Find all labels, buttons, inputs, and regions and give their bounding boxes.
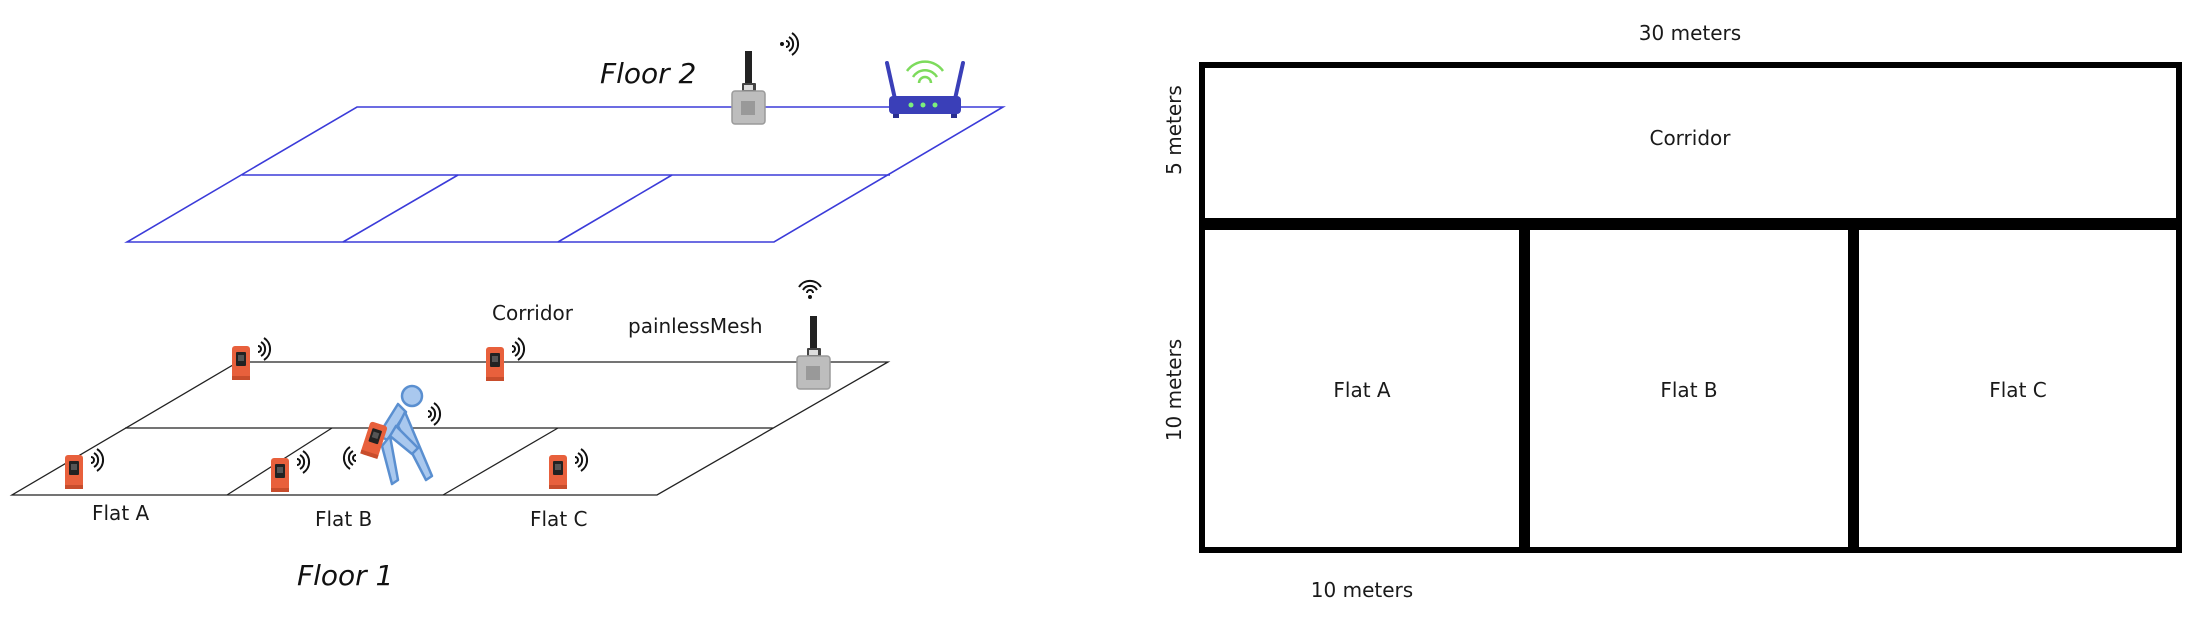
plan-room-flat-b: Flat B	[1660, 378, 1717, 402]
wireless-signal-icon	[257, 337, 272, 361]
floor-1-corridor-label: Corridor	[492, 301, 574, 325]
plan-room-corridor: Corridor	[1649, 126, 1731, 150]
gateway-node-icon	[731, 50, 766, 125]
floor-2-title: Floor 2	[600, 57, 696, 90]
wireless-signal-icon	[342, 446, 357, 470]
floor-2-outline	[124, 106, 1006, 243]
plan-flat-height-label: 10 meters	[1162, 339, 1186, 441]
sensor-node-icon	[232, 346, 250, 380]
wireless-signal-icon	[296, 450, 311, 474]
sensor-node-icon	[271, 458, 289, 492]
wifi-router-icon	[885, 60, 965, 118]
wireless-signal-icon	[90, 448, 105, 472]
floor-plan	[1199, 62, 2182, 553]
floor-1-flat-b-label: Flat B	[315, 507, 372, 531]
wireless-signal-icon	[798, 279, 822, 299]
wireless-signal-icon	[511, 337, 526, 361]
painless-mesh-label: painlessMesh	[628, 314, 763, 338]
sensor-node-icon	[549, 455, 567, 489]
floor-1-title: Floor 1	[297, 559, 393, 592]
plan-flat-width-label: 10 meters	[1311, 578, 1413, 602]
floor-1-flat-c-label: Flat C	[530, 507, 587, 531]
sensor-node-icon	[65, 455, 83, 489]
gateway-node-icon	[796, 315, 831, 390]
floor-1-flat-a-label: Flat A	[92, 501, 150, 525]
plan-room-flat-c: Flat C	[1989, 378, 2046, 402]
sensor-node-icon	[486, 347, 504, 381]
wireless-signal-icon	[574, 448, 589, 472]
floor-1-outline	[9, 361, 891, 496]
wireless-signal-icon	[780, 32, 800, 56]
plan-room-flat-a: Flat A	[1333, 378, 1391, 402]
plan-width-label: 30 meters	[1639, 21, 1741, 45]
wireless-signal-icon	[427, 402, 442, 426]
falling-person-icon	[360, 384, 434, 486]
plan-corridor-height-label: 5 meters	[1162, 85, 1186, 175]
